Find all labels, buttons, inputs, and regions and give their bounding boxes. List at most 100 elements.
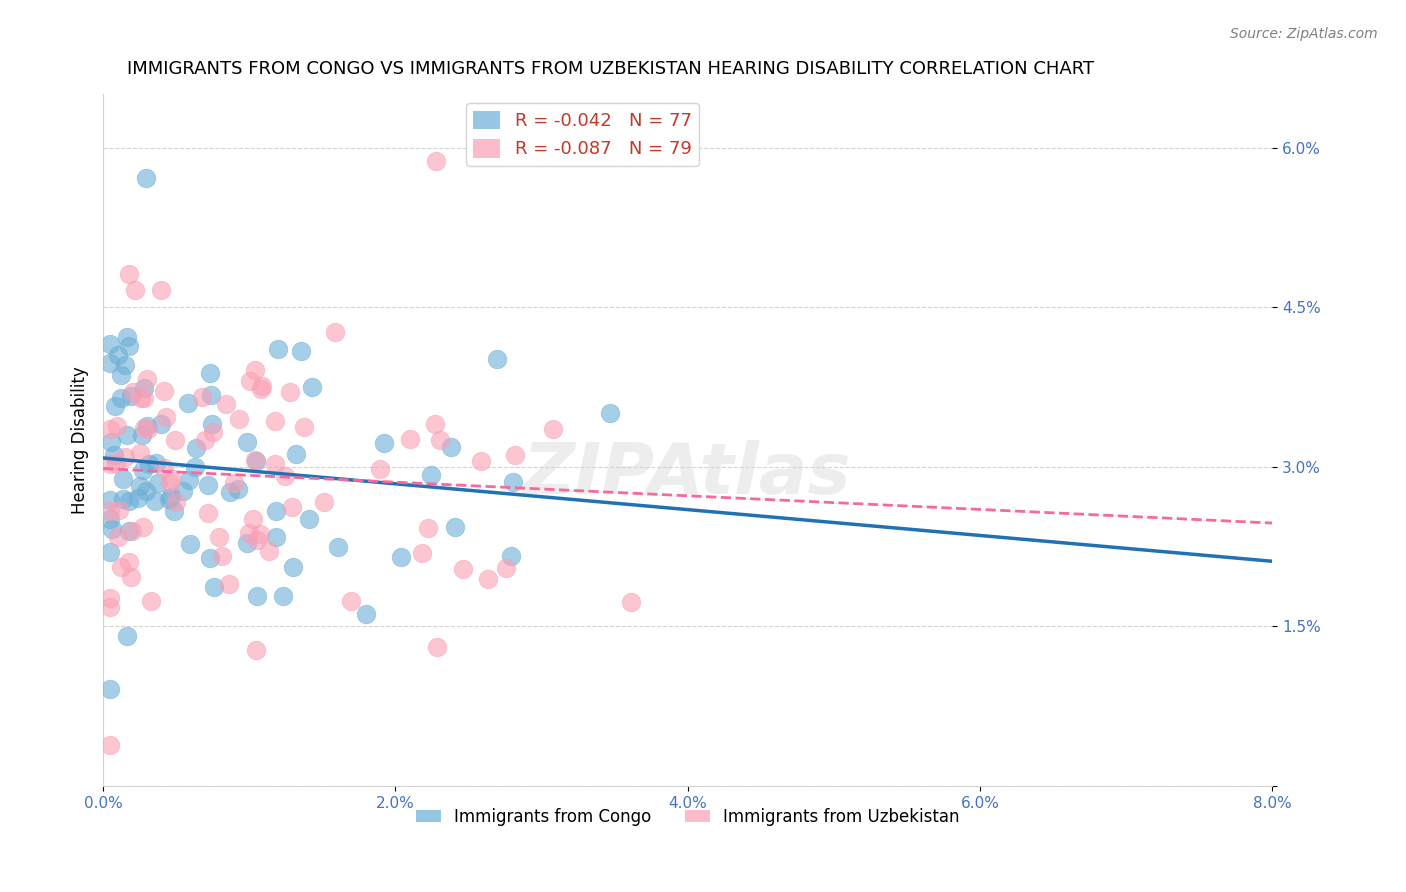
Point — [222, 475, 245, 490]
Point — [505, 448, 527, 462]
Point — [107, 530, 129, 544]
Point — [135, 372, 157, 386]
Point — [100, 356, 122, 370]
Point — [104, 399, 127, 413]
Point — [136, 422, 159, 436]
Point — [118, 267, 141, 281]
Point — [110, 560, 132, 574]
Point — [239, 374, 262, 388]
Point — [129, 392, 152, 406]
Point — [100, 457, 122, 471]
Point — [157, 492, 180, 507]
Point — [165, 494, 187, 508]
Point — [620, 595, 643, 609]
Point — [101, 523, 124, 537]
Point — [242, 512, 264, 526]
Point — [202, 580, 225, 594]
Point — [257, 543, 280, 558]
Point — [100, 591, 122, 606]
Point — [176, 395, 198, 409]
Point — [127, 491, 149, 505]
Point — [118, 524, 141, 538]
Point — [159, 471, 181, 485]
Point — [198, 366, 221, 380]
Point — [184, 441, 207, 455]
Point — [121, 524, 143, 538]
Point — [146, 475, 169, 490]
Point — [135, 170, 157, 185]
Point — [145, 456, 167, 470]
Point — [120, 389, 142, 403]
Point — [314, 495, 336, 509]
Point — [129, 479, 152, 493]
Point — [389, 549, 412, 564]
Point — [252, 378, 274, 392]
Point — [477, 572, 499, 586]
Point — [429, 433, 451, 447]
Point — [107, 419, 129, 434]
Point — [111, 472, 134, 486]
Point — [541, 422, 564, 436]
Point — [131, 519, 153, 533]
Point — [264, 503, 287, 517]
Point — [246, 590, 269, 604]
Text: IMMIGRANTS FROM CONGO VS IMMIGRANTS FROM UZBEKISTAN HEARING DISABILITY CORRELATI: IMMIGRANTS FROM CONGO VS IMMIGRANTS FROM… — [127, 60, 1094, 78]
Point — [470, 453, 492, 467]
Point — [281, 500, 304, 514]
Text: Source: ZipAtlas.com: Source: ZipAtlas.com — [1230, 27, 1378, 41]
Point — [194, 434, 217, 448]
Point — [398, 432, 420, 446]
Point — [103, 448, 125, 462]
Point — [215, 396, 238, 410]
Point — [201, 417, 224, 431]
Point — [245, 454, 267, 468]
Point — [104, 456, 127, 470]
Point — [266, 342, 288, 356]
Point — [152, 384, 174, 399]
Point — [328, 540, 350, 554]
Point — [160, 490, 183, 504]
Point — [264, 530, 287, 544]
Point — [132, 420, 155, 434]
Point — [356, 607, 378, 621]
Point — [183, 459, 205, 474]
Point — [179, 537, 201, 551]
Point — [132, 462, 155, 476]
Point — [202, 425, 225, 439]
Point — [426, 640, 449, 655]
Point — [264, 414, 287, 428]
Point — [425, 417, 447, 431]
Point — [290, 343, 312, 358]
Point — [100, 336, 122, 351]
Point — [141, 594, 163, 608]
Point — [111, 491, 134, 506]
Point — [502, 475, 524, 490]
Point — [100, 599, 122, 614]
Point — [100, 738, 122, 752]
Point — [301, 380, 323, 394]
Point — [495, 561, 517, 575]
Point — [208, 530, 231, 544]
Point — [118, 555, 141, 569]
Point — [197, 477, 219, 491]
Point — [271, 589, 294, 603]
Point — [172, 483, 194, 498]
Point — [599, 406, 621, 420]
Point — [440, 440, 463, 454]
Point — [243, 363, 266, 377]
Point — [368, 462, 391, 476]
Point — [122, 385, 145, 400]
Point — [107, 503, 129, 517]
Point — [153, 460, 176, 475]
Point — [235, 535, 257, 549]
Point — [155, 410, 177, 425]
Point — [138, 457, 160, 471]
Point — [420, 467, 443, 482]
Point — [226, 482, 249, 496]
Point — [486, 351, 509, 366]
Point — [373, 435, 395, 450]
Point — [115, 629, 138, 643]
Point — [135, 419, 157, 434]
Point — [107, 348, 129, 362]
Legend: Immigrants from Congo, Immigrants from Uzbekistan: Immigrants from Congo, Immigrants from U… — [409, 801, 966, 833]
